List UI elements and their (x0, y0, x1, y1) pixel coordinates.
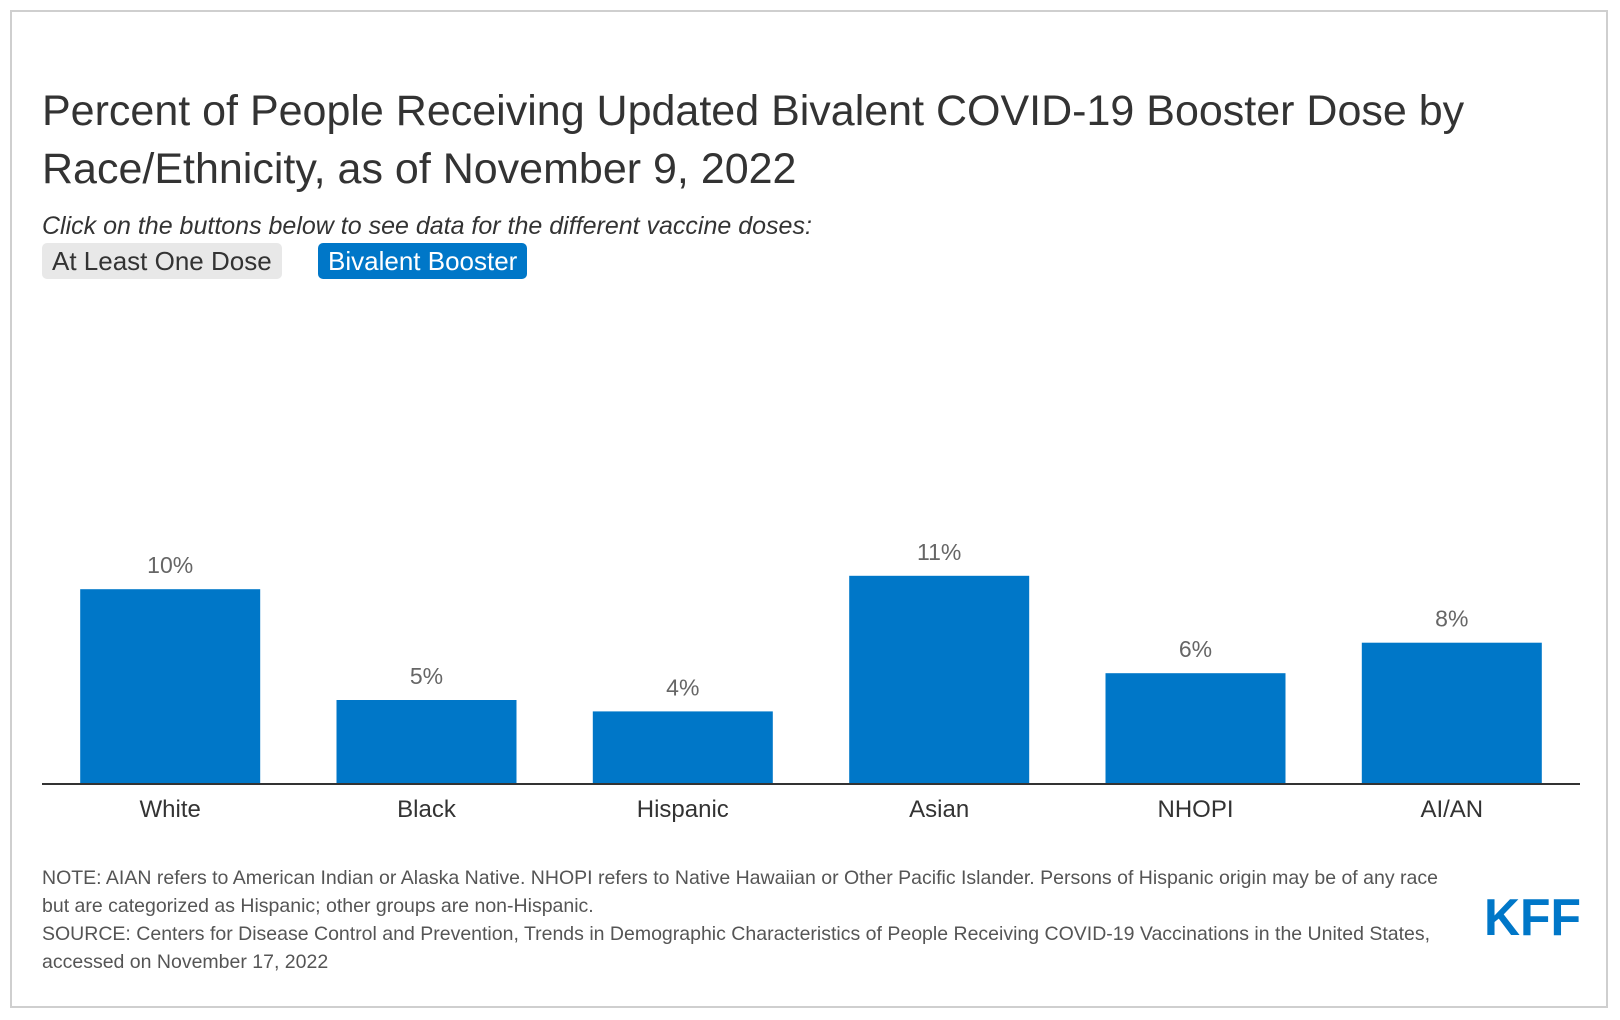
bar-hispanic[interactable] (592, 711, 773, 784)
bivalent-booster-button[interactable]: Bivalent Booster (318, 243, 528, 279)
at-least-one-dose-button[interactable]: At Least One Dose (42, 243, 282, 279)
bar-asian[interactable] (849, 575, 1030, 784)
bar-black[interactable] (336, 700, 517, 784)
data-label: 10% (147, 552, 193, 578)
kff-logo: KFF (1484, 893, 1581, 938)
x-tick-label: White (140, 796, 201, 823)
chart-subtitle: Click on the buttons below to see data f… (42, 212, 812, 240)
chart-notes: NOTE: AIAN refers to American Indian or … (42, 864, 1442, 976)
source-text: SOURCE: Centers for Disease Control and … (42, 923, 1431, 973)
data-label: 4% (666, 674, 699, 700)
x-tick-label: Hispanic (637, 796, 729, 823)
bar-white[interactable] (80, 589, 261, 784)
data-label: 6% (1179, 636, 1212, 662)
note-text: NOTE: AIAN refers to American Indian or … (42, 867, 1438, 917)
data-label: 11% (917, 539, 961, 565)
bar-nhopi[interactable] (1105, 673, 1286, 784)
logo-text: KFF (1484, 893, 1581, 938)
data-label: 5% (410, 663, 443, 689)
bar-ai-an[interactable] (1361, 642, 1542, 784)
x-tick-label: Black (397, 796, 457, 823)
chart-frame (10, 10, 1608, 1008)
x-tick-label: NHOPI (1157, 796, 1233, 823)
data-label: 8% (1435, 606, 1468, 632)
x-tick-label: Asian (909, 796, 969, 823)
chart-title: Percent of People Receiving Updated Biva… (42, 87, 1465, 193)
x-tick-label: AI/AN (1420, 796, 1483, 823)
